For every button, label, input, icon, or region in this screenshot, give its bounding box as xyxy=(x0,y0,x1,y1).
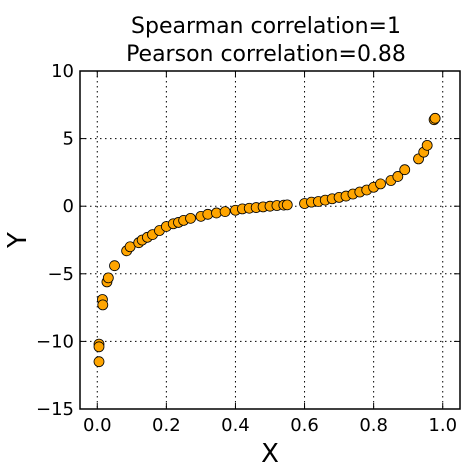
x-tick-label: 0.0 xyxy=(83,415,112,436)
data-point xyxy=(429,112,441,124)
chart-title-line-2: Pearson correlation=0.88 xyxy=(126,42,406,67)
plot-frame xyxy=(79,70,461,410)
data-point xyxy=(97,299,109,311)
data-point xyxy=(421,139,433,151)
axis-ticks xyxy=(80,70,460,410)
data-point xyxy=(281,199,293,211)
chart-title-line-1: Spearman correlation=1 xyxy=(131,14,401,39)
x-tick-label: 0.4 xyxy=(221,415,250,436)
data-point xyxy=(399,164,411,176)
data-point xyxy=(93,341,105,353)
y-tick-label: 0 xyxy=(63,196,74,217)
x-tick-label: 0.6 xyxy=(290,415,319,436)
data-point xyxy=(124,241,136,253)
y-tick-label: −15 xyxy=(36,399,74,420)
data-point xyxy=(375,178,386,190)
y-tick-label: 10 xyxy=(51,61,74,82)
y-tick-label: −5 xyxy=(47,264,74,285)
data-points xyxy=(93,112,441,368)
x-tick-label: 0.2 xyxy=(152,415,181,436)
data-point xyxy=(109,260,120,272)
x-tick-label: 1.0 xyxy=(428,415,457,436)
grid-lines xyxy=(80,71,460,409)
data-point xyxy=(185,212,196,224)
data-point xyxy=(102,272,114,284)
data-point xyxy=(93,356,105,368)
data-point xyxy=(392,171,404,182)
x-tick-labels: 0.0 0.2 0.4 0.6 0.8 1.0 xyxy=(83,415,457,436)
x-tick-label: 0.8 xyxy=(359,415,388,436)
data-point xyxy=(219,206,231,218)
y-axis-label: Y xyxy=(3,232,33,249)
y-tick-label: −10 xyxy=(36,331,74,352)
y-tick-label: 5 xyxy=(63,129,74,150)
x-axis-label: X xyxy=(261,439,279,469)
y-tick-labels: −15 −10 −5 0 5 10 xyxy=(36,61,74,420)
